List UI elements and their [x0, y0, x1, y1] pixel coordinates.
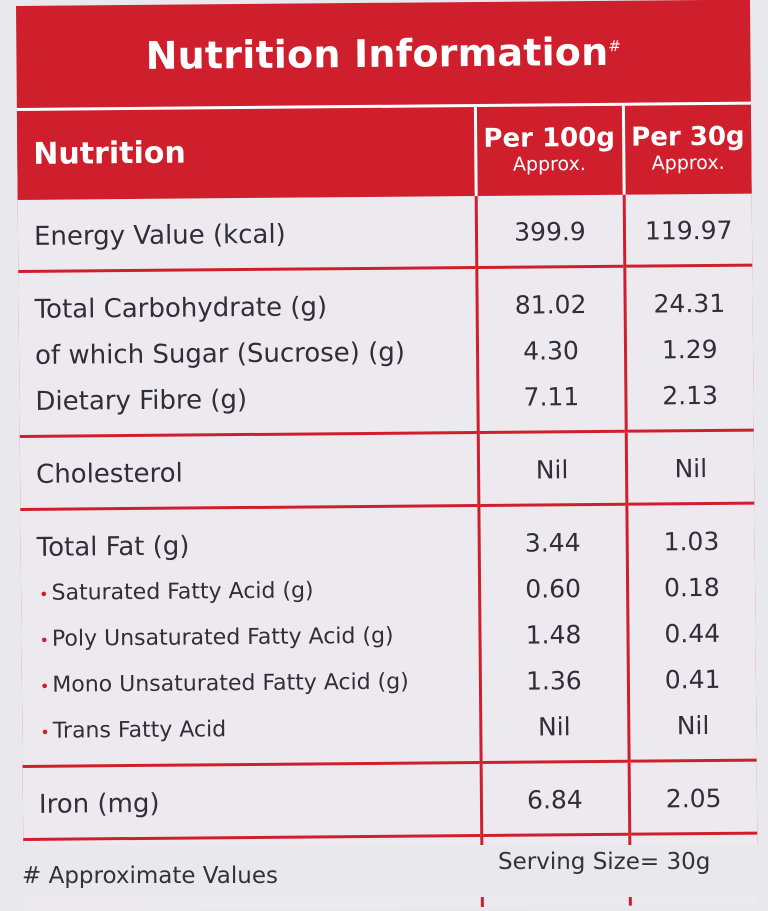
nutrient-sub-item: • Mono Unsaturated Fatty Acid (g): [38, 659, 479, 709]
nutrient-value: Nil: [676, 710, 710, 741]
nutrient-value: 1.36: [525, 666, 582, 696]
value-cell-per-30g: 24.31 1.29 2.13: [624, 265, 754, 432]
nutrient-value: 119.97: [644, 215, 733, 246]
value-cell-per-100g: 81.02 4.30 7.11: [476, 266, 626, 433]
title-footnote-mark: #: [608, 37, 622, 56]
nutrient-value: 1.29: [661, 334, 718, 365]
header-per-100g-label: Per 100g: [483, 122, 616, 154]
value-cell-per-30g: 1.03 0.18 0.44 0.41 Nil: [626, 503, 757, 762]
header-per-100g-approx: Approx.: [512, 153, 586, 176]
header-row: Nutrition Per 100g Approx. Per 30g Appro…: [16, 103, 752, 199]
nutrient-value: 2.13: [662, 380, 719, 411]
value-cell-per-100g: Nil: [477, 431, 627, 506]
value-cell-per-30g: 119.97: [623, 192, 753, 267]
nutrient-label: Total Fat (g): [36, 531, 190, 563]
nutrient-label: Dietary Fibre (g): [35, 384, 248, 417]
nutrient-value: Nil: [535, 455, 569, 485]
value-cell-per-100g: 3.44 0.60 1.48 1.36 Nil: [478, 504, 629, 763]
footer: # Approximate Values Serving Size= 30g: [0, 845, 768, 897]
nutrient-sub-item: • Saturated Fatty Acid (g): [37, 567, 478, 617]
bullet-icon: •: [40, 722, 50, 742]
nutrient-value: 0.18: [663, 572, 720, 603]
value-cell-per-30g: Nil: [625, 430, 755, 505]
nutrient-value: 1.03: [663, 526, 720, 557]
table-row: Total Fat (g) • Saturated Fatty Acid (g) • P…: [20, 503, 757, 767]
nutrient-label: Poly Unsaturated Fatty Acid (g): [51, 623, 394, 652]
bullet-icon: •: [39, 630, 50, 650]
header-per-30g: Per 30g Approx.: [622, 103, 752, 194]
serving-size: Serving Size= 30g: [498, 849, 711, 875]
value-cell-per-100g: 6.84: [480, 761, 630, 836]
header-per-30g-label: Per 30g: [631, 121, 745, 153]
nutrient-label: Cholesterol: [35, 458, 183, 490]
nutrient-sub-item: • Poly Unsaturated Fatty Acid (g): [37, 613, 478, 663]
nutrient-value: 6.84: [526, 785, 583, 815]
nutrient-label: Total Carbohydrate (g): [34, 292, 328, 325]
nutrient-value: 1.48: [525, 620, 582, 650]
nutrient-label: Mono Unsaturated Fatty Acid (g): [52, 669, 409, 698]
header-per-30g-approx: Approx.: [651, 151, 725, 175]
header-per-100g: Per 100g Approx.: [474, 104, 624, 195]
nutrition-table: Nutrition Per 100g Approx. Per 30g Appro…: [16, 102, 758, 911]
bullet-icon: •: [39, 676, 50, 696]
page-title: Nutrition Information#: [145, 29, 622, 78]
nutrient-value: 0.60: [525, 574, 582, 604]
nutrient-value: 0.41: [664, 664, 721, 695]
table-row: Energy Value (kcal) 399.9 119.97: [17, 192, 753, 272]
nutrient-value: 4.30: [523, 336, 579, 366]
nutrient-value: 3.44: [524, 528, 581, 558]
nutrient-cell: Iron (mg): [22, 762, 482, 840]
header-nutrition: Nutrition: [16, 105, 476, 199]
nutrient-cell: Total Fat (g) • Saturated Fatty Acid (g) • P…: [20, 505, 481, 767]
nutrient-label: of which Sugar (Sucrose) (g): [34, 337, 406, 371]
nutrient-cell: Cholesterol: [19, 432, 479, 510]
nutrient-label: Energy Value (kcal): [33, 219, 286, 252]
nutrient-value: Nil: [674, 453, 708, 484]
value-cell-per-30g: 2.05: [628, 760, 758, 835]
nutrient-label: Trans Fatty Acid: [52, 717, 227, 744]
bullet-icon: •: [39, 584, 49, 604]
nutrient-label: Saturated Fatty Acid (g): [51, 578, 314, 606]
table-row: Iron (mg) 6.84 2.05: [22, 760, 758, 840]
title-bar: Nutrition Information#: [16, 0, 751, 108]
nutrient-sub-item: • Trans Fatty Acid: [38, 705, 479, 755]
nutrient-value: 2.05: [665, 783, 722, 814]
table-row: Cholesterol Nil Nil: [19, 430, 755, 510]
nutrient-cell: Total Carbohydrate (g) of which Sugar (Su…: [18, 267, 478, 437]
nutrient-value: 0.44: [664, 618, 721, 649]
nutrient-value: Nil: [537, 712, 571, 742]
nutrient-cell: Energy Value (kcal): [17, 194, 477, 272]
nutrient-value: 24.31: [653, 288, 726, 319]
value-cell-per-100g: 399.9: [475, 193, 625, 268]
nutrient-value: 7.11: [523, 382, 580, 412]
nutrient-value: 399.9: [514, 217, 586, 247]
nutrition-label: Nutrition Information# Nutrition Per 100…: [16, 0, 758, 911]
table-row: Total Carbohydrate (g) of which Sugar (Su…: [18, 265, 754, 437]
nutrient-label: Iron (mg): [38, 788, 160, 820]
footnote-approximate: # Approximate Values: [22, 863, 278, 889]
nutrient-value: 81.02: [514, 290, 587, 320]
